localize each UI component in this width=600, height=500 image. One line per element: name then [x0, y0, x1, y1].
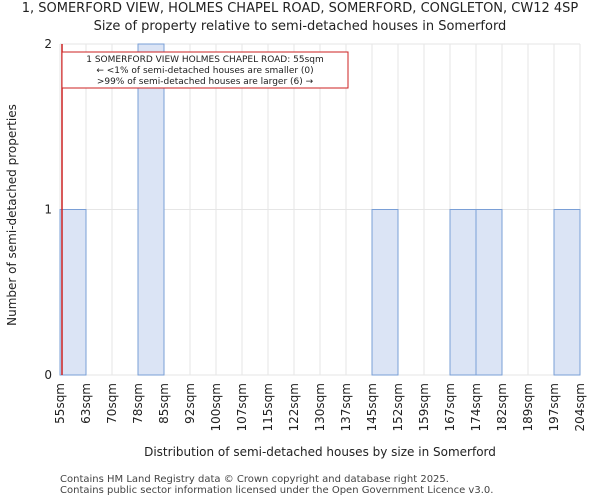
x-tick-label: 55sqm	[53, 383, 67, 424]
footer-licence: Contains public sector information licen…	[60, 485, 494, 496]
annotation-line3: >99% of semi-detached houses are larger …	[97, 77, 314, 87]
x-tick-label: 100sqm	[209, 383, 223, 431]
bar-78sqm	[137, 43, 165, 376]
x-tick-label: 182sqm	[495, 383, 509, 431]
y-tick-label: 2	[44, 37, 52, 51]
x-tick-label: 130sqm	[313, 383, 327, 431]
x-axis-label: Distribution of semi-detached houses by …	[144, 445, 496, 459]
x-tick-label: 152sqm	[391, 383, 405, 431]
bar-174sqm	[475, 209, 503, 376]
x-tick-label: 92sqm	[183, 383, 197, 424]
x-tick-label: 197sqm	[547, 383, 561, 431]
x-tick-label: 137sqm	[339, 383, 353, 431]
x-tick-label: 122sqm	[287, 383, 301, 431]
y-tick-label: 1	[44, 203, 52, 217]
footer-copyright: Contains HM Land Registry data © Crown c…	[60, 474, 449, 485]
y-axis-label: Number of semi-detached properties	[5, 104, 19, 326]
x-tick-label: 145sqm	[365, 383, 379, 431]
x-tick-label: 174sqm	[469, 383, 483, 431]
x-tick-label: 85sqm	[157, 383, 171, 424]
chart-title-line1: 1, SOMERFORD VIEW, HOLMES CHAPEL ROAD, S…	[21, 1, 579, 16]
x-tick-label: 159sqm	[417, 383, 431, 431]
x-tick-label: 78sqm	[131, 383, 145, 424]
chart-title-line2: Size of property relative to semi-detach…	[93, 19, 507, 34]
annotation-line1: 1 SOMERFORD VIEW HOLMES CHAPEL ROAD: 55s…	[86, 55, 324, 65]
y-tick-label: 0	[44, 368, 52, 382]
bar-167sqm	[449, 209, 477, 376]
x-tick-label: 167sqm	[443, 383, 457, 431]
x-tick-label: 189sqm	[521, 383, 535, 431]
bar-145sqm	[371, 209, 399, 376]
annotation-box	[61, 51, 349, 89]
bar-197sqm	[553, 209, 581, 376]
annotation-line2: ← <1% of semi-detached houses are smalle…	[96, 66, 313, 76]
x-tick-label: 107sqm	[235, 383, 249, 431]
x-tick-label: 204sqm	[573, 383, 587, 431]
x-tick-label: 115sqm	[261, 383, 275, 431]
bar-55sqm	[59, 209, 87, 376]
x-tick-label: 70sqm	[105, 383, 119, 424]
x-tick-label: 63sqm	[79, 383, 93, 424]
